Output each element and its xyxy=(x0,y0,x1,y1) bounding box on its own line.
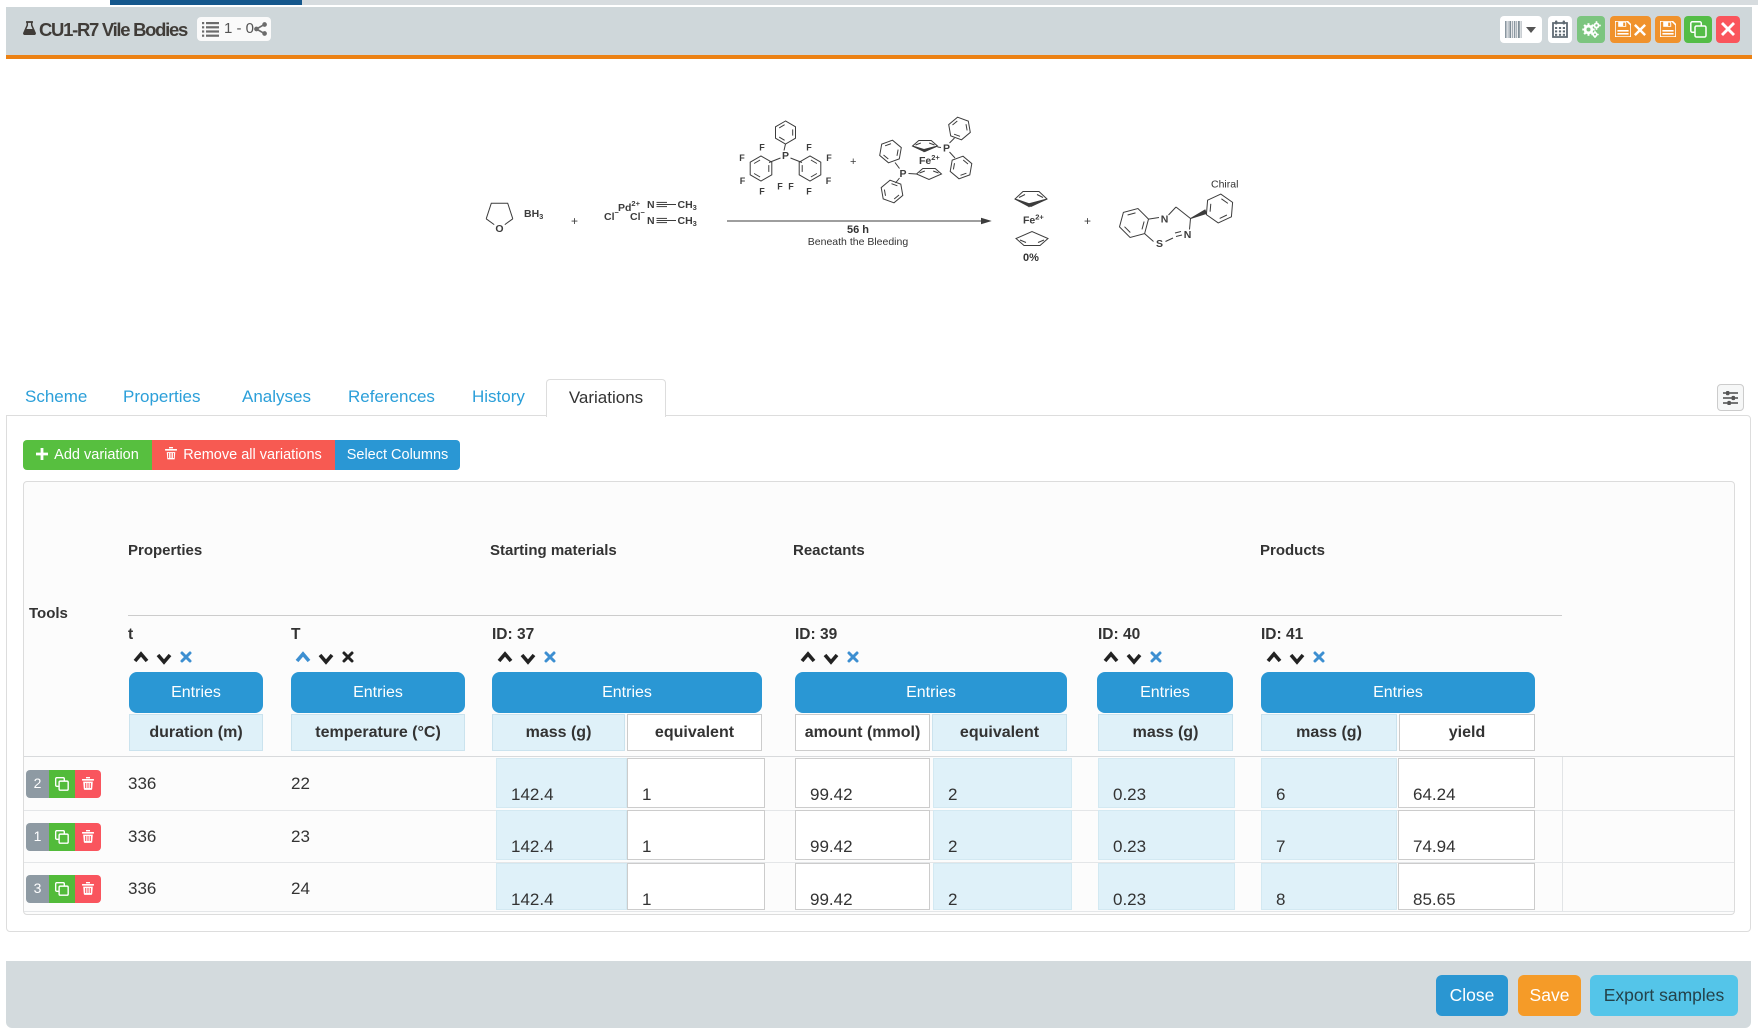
svg-text:F: F xyxy=(777,182,783,192)
svg-text:+: + xyxy=(571,214,578,228)
svg-text:Fe2+: Fe2+ xyxy=(1023,213,1044,227)
svg-text:Beneath the Bleeding: Beneath the Bleeding xyxy=(808,236,909,248)
svg-text:Chiral: Chiral xyxy=(1211,179,1238,191)
svg-text:BH3: BH3 xyxy=(524,208,543,221)
svg-text:F: F xyxy=(806,143,812,153)
svg-text:P: P xyxy=(782,150,789,162)
svg-text:N: N xyxy=(647,199,655,211)
svg-text:N: N xyxy=(1161,214,1169,226)
svg-text:F: F xyxy=(826,153,832,163)
svg-text:+: + xyxy=(1084,214,1091,228)
svg-text:S: S xyxy=(1156,238,1163,250)
svg-text:F: F xyxy=(759,187,765,197)
svg-text:N: N xyxy=(647,215,655,227)
svg-text:F: F xyxy=(739,153,745,163)
svg-text:F: F xyxy=(826,176,832,186)
svg-text:CH3: CH3 xyxy=(678,215,697,228)
svg-text:CH3: CH3 xyxy=(678,199,697,212)
svg-text:F: F xyxy=(759,143,765,153)
svg-text:N: N xyxy=(1184,229,1192,241)
svg-text:F: F xyxy=(806,187,812,197)
svg-text:F: F xyxy=(740,176,746,186)
svg-text:0%: 0% xyxy=(1023,252,1039,264)
svg-text:Fe2+: Fe2+ xyxy=(919,153,940,167)
svg-text:P: P xyxy=(899,168,906,180)
svg-text:F: F xyxy=(788,182,794,192)
svg-text:O: O xyxy=(495,223,503,235)
svg-text:+: + xyxy=(850,156,856,168)
svg-text:Cl−: Cl− xyxy=(630,208,646,223)
svg-text:56 h: 56 h xyxy=(847,224,869,236)
svg-text:P: P xyxy=(943,143,950,155)
